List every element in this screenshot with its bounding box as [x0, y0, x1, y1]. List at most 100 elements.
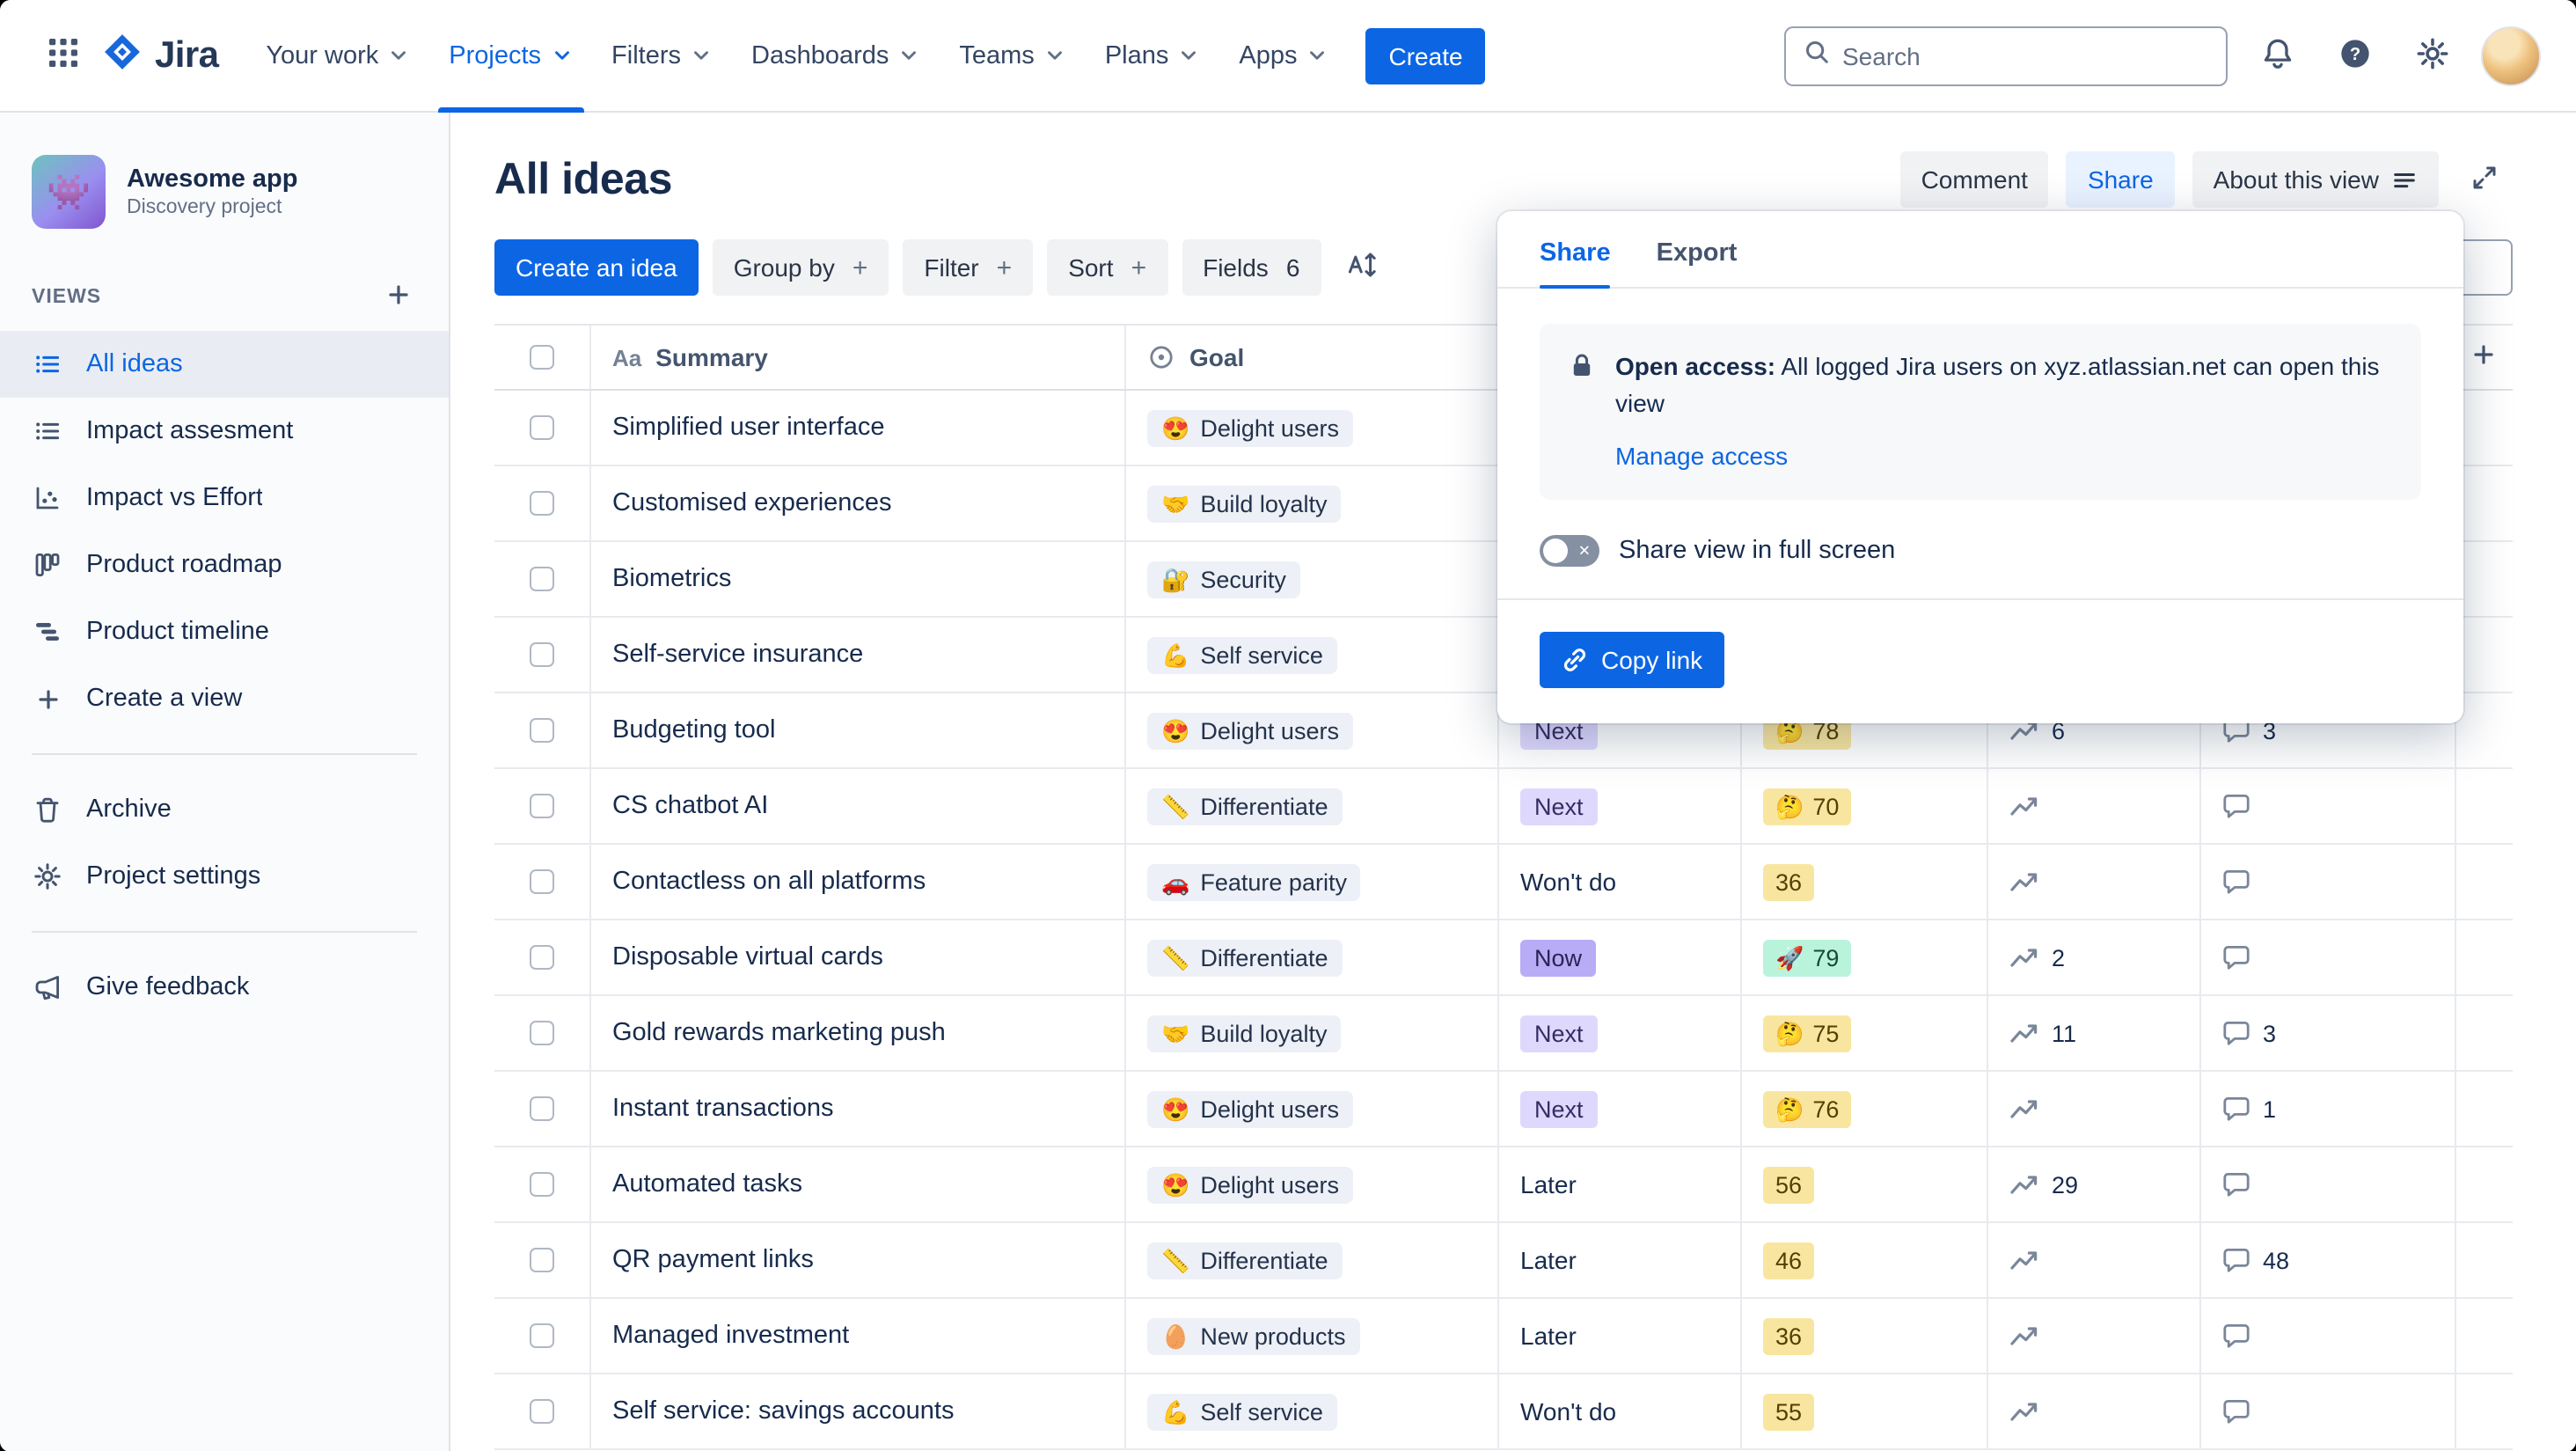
row-checkbox[interactable] [530, 718, 554, 743]
idea-summary[interactable]: Contactless on all platforms [612, 868, 926, 896]
manage-access-link[interactable]: Manage access [1615, 442, 1789, 470]
goal-pill[interactable]: 🤝 Build loyalty [1147, 1015, 1342, 1052]
status-value[interactable]: Won't do [1520, 868, 1617, 896]
goal-pill[interactable]: 🚗 Feature parity [1147, 863, 1361, 900]
comments[interactable] [2222, 868, 2250, 896]
impact-score[interactable]: 56 [1763, 1166, 1815, 1203]
status-value[interactable]: Later [1520, 1322, 1577, 1350]
fields-button[interactable]: Fields 6 [1182, 239, 1321, 296]
sort-button[interactable]: Sort + [1047, 239, 1168, 296]
comments[interactable] [2222, 943, 2250, 971]
nav-item-teams[interactable]: Teams [940, 0, 1085, 112]
goal-pill[interactable]: 📏 Differentiate [1147, 1242, 1343, 1279]
sidebar-item-product-roadmap[interactable]: Product roadmap [0, 531, 449, 598]
sidebar-item-product-timeline[interactable]: Product timeline [0, 598, 449, 665]
comments[interactable] [2222, 1170, 2250, 1198]
insights-trend[interactable]: 6 [2009, 717, 2065, 744]
status-value[interactable]: Next [1520, 1090, 1598, 1127]
jira-logo[interactable]: Jira [102, 31, 219, 80]
about-this-view-button[interactable]: About this view [2192, 151, 2439, 208]
nav-item-your-work[interactable]: Your work [246, 0, 429, 112]
row-checkbox[interactable] [530, 567, 554, 591]
create-idea-button[interactable]: Create an idea [494, 239, 699, 296]
row-checkbox[interactable] [530, 1248, 554, 1272]
idea-summary[interactable]: Disposable virtual cards [612, 943, 883, 971]
row-checkbox[interactable] [530, 945, 554, 970]
goal-pill[interactable]: 📏 Differentiate [1147, 939, 1343, 976]
insights-trend[interactable] [2009, 1249, 2039, 1271]
goal-pill[interactable]: 🤝 Build loyalty [1147, 485, 1342, 522]
row-checkbox[interactable] [530, 1021, 554, 1045]
status-value[interactable]: Now [1520, 939, 1597, 976]
user-avatar[interactable] [2481, 26, 2541, 85]
idea-summary[interactable]: Budgeting tool [612, 716, 776, 744]
sort-alpha-button[interactable] [1335, 239, 1391, 296]
goal-pill[interactable]: 😍 Delight users [1147, 1166, 1353, 1203]
help-button[interactable]: ? [2326, 27, 2382, 84]
nav-item-apps[interactable]: Apps [1219, 0, 1348, 112]
goal-pill[interactable]: 😍 Delight users [1147, 409, 1353, 446]
filter-button[interactable]: Filter + [903, 239, 1034, 296]
idea-summary[interactable]: Self service: savings accounts [612, 1397, 955, 1425]
idea-summary[interactable]: Gold rewards marketing push [612, 1019, 946, 1047]
idea-summary[interactable]: CS chatbot AI [612, 792, 769, 820]
sidebar-item-impact-assesment[interactable]: Impact assesment [0, 398, 449, 465]
status-value[interactable]: Later [1520, 1170, 1577, 1198]
idea-summary[interactable]: Instant transactions [612, 1095, 834, 1123]
project-header[interactable]: 👾 Awesome app Discovery project [0, 148, 449, 260]
notifications-button[interactable] [2249, 27, 2305, 84]
row-checkbox[interactable] [530, 1096, 554, 1121]
tab-share[interactable]: Share [1540, 239, 1612, 289]
row-checkbox[interactable] [530, 1399, 554, 1424]
insights-trend[interactable] [2009, 871, 2039, 892]
status-value[interactable]: Later [1520, 1246, 1577, 1274]
row-checkbox[interactable] [530, 415, 554, 440]
comment-button[interactable]: Comment [1899, 151, 2049, 208]
comments[interactable]: 1 [2222, 1095, 2276, 1123]
comments[interactable] [2222, 792, 2250, 820]
comments[interactable]: 3 [2222, 1019, 2276, 1047]
global-search[interactable] [1784, 26, 2228, 85]
summary-column-header[interactable]: Aa Summary [591, 326, 1126, 389]
share-button[interactable]: Share [2066, 151, 2175, 208]
insights-trend[interactable] [2009, 795, 2039, 817]
goal-pill[interactable]: 🔐 Security [1147, 561, 1300, 597]
idea-summary[interactable]: Simplified user interface [612, 414, 885, 442]
sidebar-item-all-ideas[interactable]: All ideas [0, 331, 449, 398]
insights-trend[interactable] [2009, 1325, 2039, 1346]
search-input[interactable] [1842, 41, 2208, 70]
sidebar-item-archive[interactable]: Archive [0, 776, 449, 843]
fullscreen-toggle[interactable] [1540, 535, 1599, 567]
goal-column-header[interactable]: Goal [1126, 326, 1499, 389]
app-switcher-button[interactable] [35, 27, 91, 84]
add-field-button[interactable] [2456, 326, 2511, 389]
comments[interactable] [2222, 1397, 2250, 1425]
comments[interactable]: 48 [2222, 1246, 2289, 1274]
row-checkbox[interactable] [530, 794, 554, 818]
insights-trend[interactable]: 29 [2009, 1171, 2078, 1198]
idea-summary[interactable]: Biometrics [612, 565, 732, 593]
idea-summary[interactable]: Automated tasks [612, 1170, 802, 1198]
idea-summary[interactable]: Managed investment [612, 1322, 850, 1350]
insights-trend[interactable]: 11 [2009, 1020, 2076, 1046]
idea-summary[interactable]: QR payment links [612, 1246, 814, 1274]
group-by-button[interactable]: Group by + [712, 239, 889, 296]
sidebar-item-create-a-view[interactable]: Create a view [0, 665, 449, 732]
goal-pill[interactable]: 💪 Self service [1147, 1393, 1337, 1430]
idea-summary[interactable]: Customised experiences [612, 489, 892, 517]
tab-export[interactable]: Export [1656, 239, 1738, 267]
insights-trend[interactable]: 2 [2009, 944, 2065, 971]
sidebar-item-project-settings[interactable]: Project settings [0, 843, 449, 910]
settings-button[interactable] [2404, 27, 2460, 84]
nav-item-plans[interactable]: Plans [1086, 0, 1220, 112]
nav-item-dashboards[interactable]: Dashboards [732, 0, 940, 112]
impact-score[interactable]: 🤔 75 [1763, 1015, 1852, 1052]
status-value[interactable]: Next [1520, 788, 1598, 824]
nav-item-filters[interactable]: Filters [592, 0, 732, 112]
goal-pill[interactable]: 💪 Self service [1147, 636, 1337, 673]
row-checkbox[interactable] [530, 491, 554, 516]
impact-score[interactable]: 46 [1763, 1242, 1815, 1279]
goal-pill[interactable]: 😍 Delight users [1147, 712, 1353, 749]
fullscreen-button[interactable] [2456, 151, 2513, 208]
status-value[interactable]: Next [1520, 1015, 1598, 1052]
